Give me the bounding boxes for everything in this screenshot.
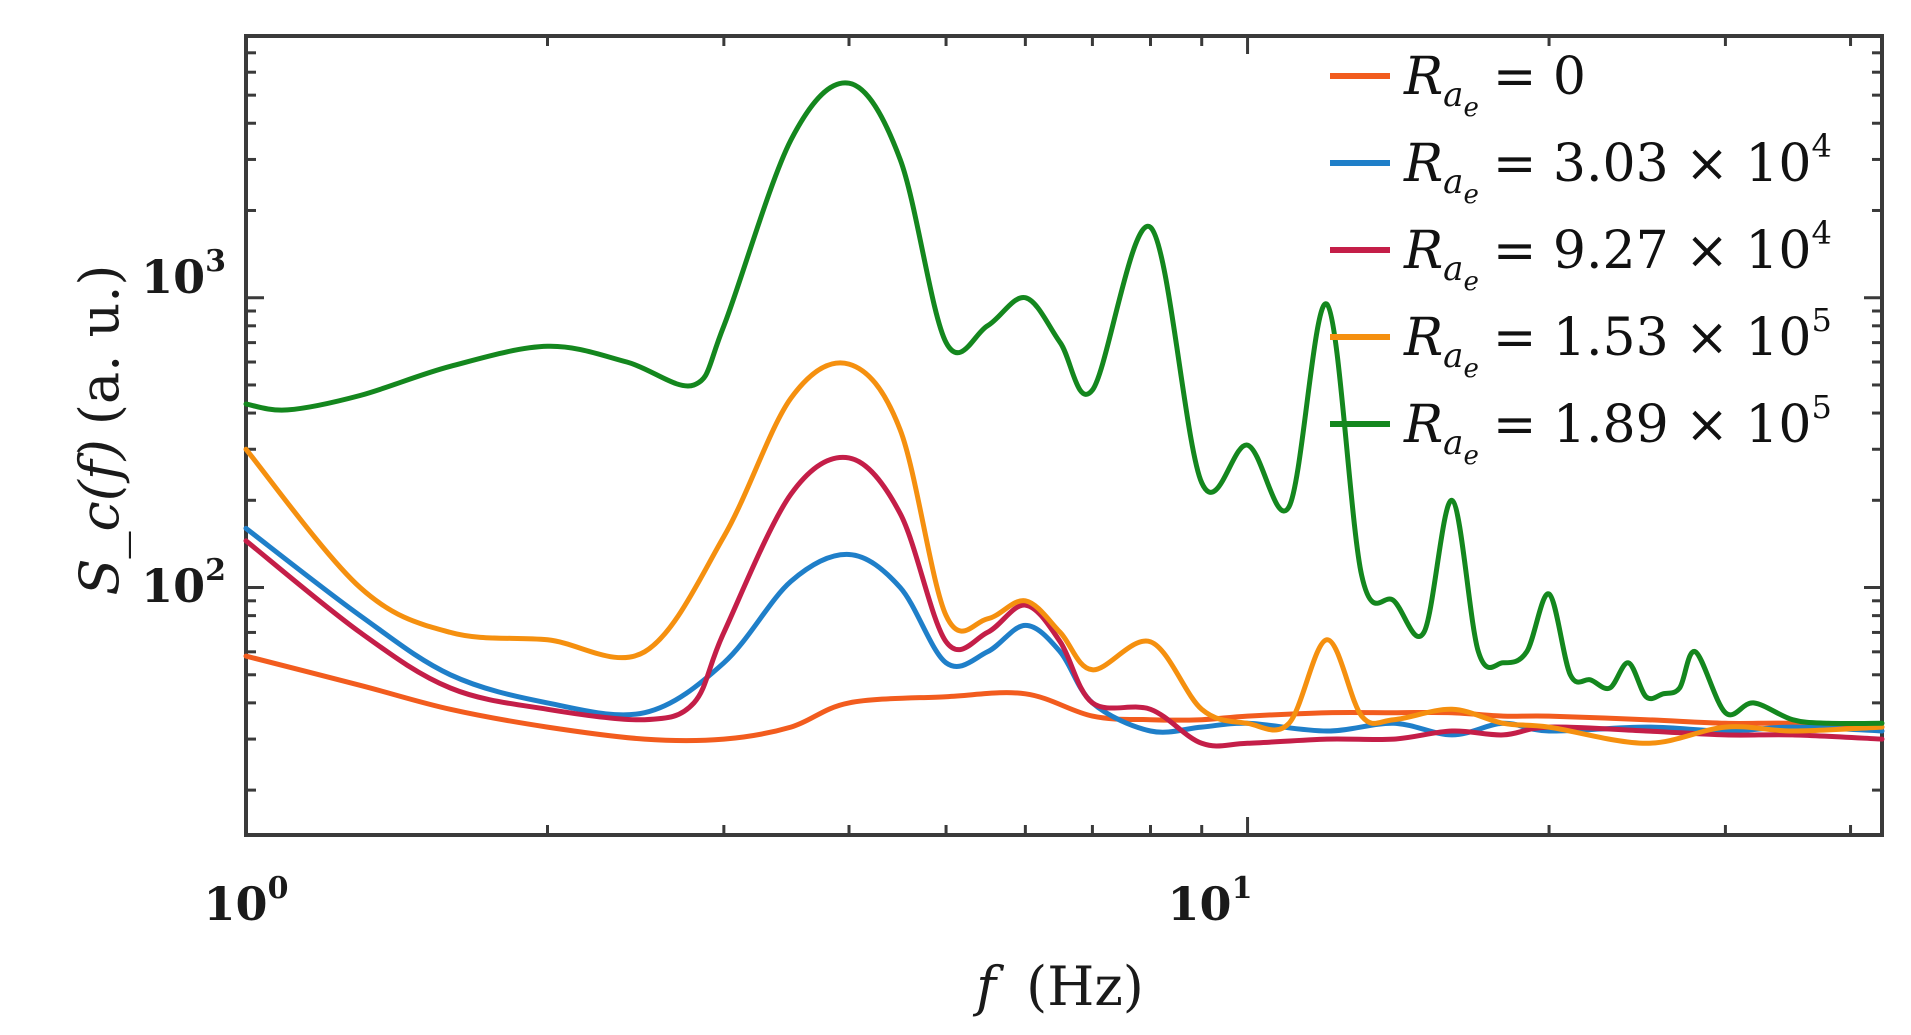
x-tick-label-2-exp: 1 (1232, 871, 1253, 906)
legend-symbol: R (1403, 47, 1443, 107)
legend-symbol: R (1403, 134, 1443, 194)
y-tick-label-2-exp: 3 (205, 244, 226, 279)
legend-subscript: a (1443, 75, 1463, 115)
legend-subsubscript: e (1463, 267, 1478, 297)
y-axis-label-symbol: S_c(f) (68, 439, 131, 595)
legend-item: Rae = 1.53 × 105 (1330, 301, 1832, 384)
y-tick-label-2: 103 (141, 244, 226, 304)
x-axis-label-unit: (Hz) (1026, 955, 1144, 1018)
y-tick-label-1: 102 (141, 553, 226, 613)
legend-exponent: 5 (1812, 301, 1832, 339)
legend-subscript: a (1443, 336, 1463, 376)
x-tick-label-1: 100 (204, 871, 289, 931)
legend-value: = 1.53 × 10 (1493, 308, 1812, 368)
legend-value: = 1.89 × 10 (1493, 395, 1812, 455)
legend-exponent: 4 (1812, 214, 1832, 252)
legend-item: Rae = 9.27 × 104 (1330, 214, 1832, 297)
legend-exponent: 5 (1812, 388, 1832, 426)
legend-symbol: R (1403, 221, 1443, 281)
legend-subsubscript: e (1463, 180, 1478, 210)
plot-area (243, 34, 1885, 837)
series-line-1 (243, 525, 1885, 738)
series-line-2 (243, 454, 1885, 749)
series-line-3 (243, 360, 1885, 746)
x-tick-label-2-base: 10 (1168, 877, 1232, 931)
legend-subsubscript: e (1463, 441, 1478, 471)
legend-symbol: R (1403, 395, 1443, 455)
legend-value: = 0 (1493, 47, 1586, 107)
legend-value: = 3.03 × 10 (1493, 134, 1812, 194)
legend-item: Rae = 0 (1330, 47, 1586, 123)
plot-frame (244, 34, 1884, 837)
legend-label: Rae = 0 (1403, 47, 1586, 123)
legend-item: Rae = 3.03 × 104 (1330, 127, 1832, 210)
legend-label: Rae = 9.27 × 104 (1403, 214, 1832, 297)
series-line-4 (243, 80, 1885, 727)
y-axis-label-unit: (a. u.) (68, 265, 131, 426)
x-tick-label-2: 101 (1168, 871, 1253, 931)
legend-value: = 9.27 × 10 (1493, 221, 1812, 281)
legend-item: Rae = 1.89 × 105 (1330, 388, 1832, 471)
x-tick-label-1-base: 10 (204, 877, 268, 931)
y-axis-label: S_c(f) (a. u.) (68, 265, 131, 596)
legend-subscript: a (1443, 423, 1463, 463)
legend-label: Rae = 1.89 × 105 (1403, 388, 1832, 471)
series-lines (243, 80, 1885, 749)
legend-subsubscript: e (1463, 93, 1478, 123)
legend-symbol: R (1403, 308, 1443, 368)
tick-marks (244, 34, 1882, 835)
x-tick-label-1-exp: 0 (268, 871, 289, 906)
legend-subscript: a (1443, 162, 1463, 202)
legend-label: Rae = 3.03 × 104 (1403, 127, 1832, 210)
y-tick-label-1-base: 10 (141, 559, 205, 613)
series-line-0 (243, 653, 1885, 744)
y-tick-label-1-exp: 2 (205, 553, 226, 588)
legend-subsubscript: e (1463, 354, 1478, 384)
legend: Rae= 0 Rae= 3.03 × 104 Rae= 9.27 × 104 R… (1330, 47, 1832, 471)
legend-exponent: 4 (1812, 127, 1832, 165)
y-tick-label-2-base: 10 (141, 250, 205, 304)
legend-subscript: a (1443, 249, 1463, 289)
legend-label: Rae = 1.53 × 105 (1403, 301, 1832, 384)
